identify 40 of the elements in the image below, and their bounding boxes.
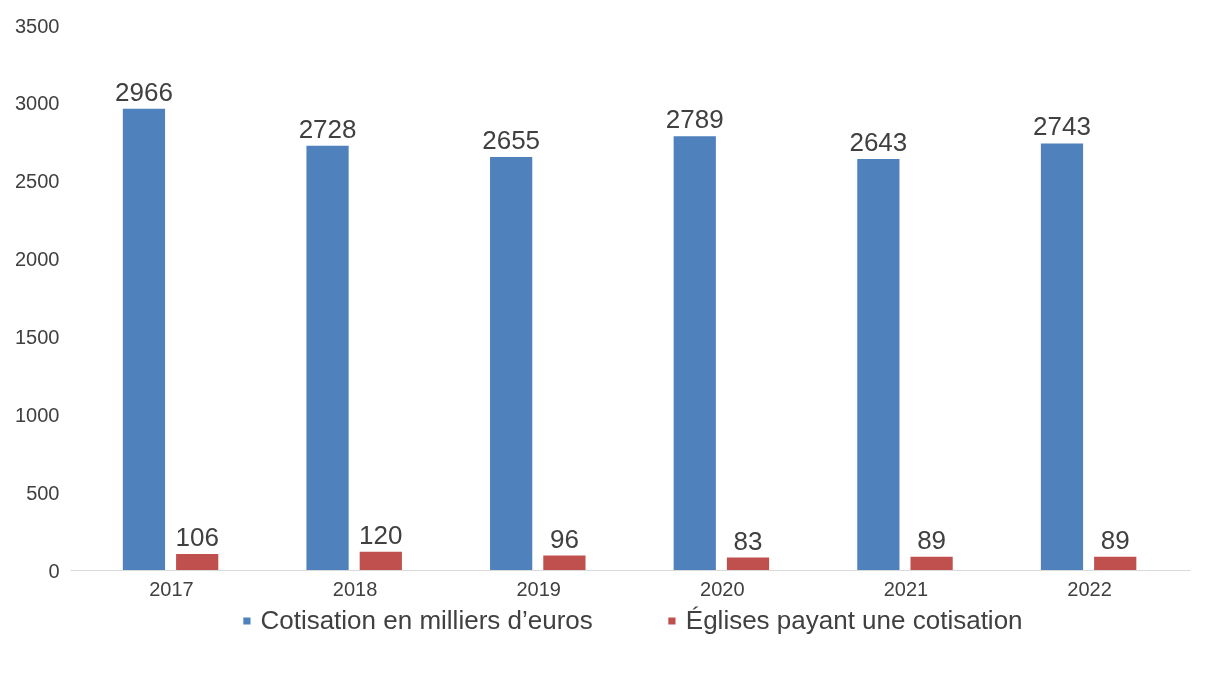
bar xyxy=(1094,556,1137,571)
legend-label: Églises payant une cotisation xyxy=(685,604,1023,636)
data-label: 89 xyxy=(917,524,947,555)
bar xyxy=(543,555,586,571)
bar xyxy=(359,551,402,571)
bar xyxy=(176,553,219,571)
bar xyxy=(306,145,349,571)
y-tick-label: 500 xyxy=(26,481,60,504)
data-label: 2643 xyxy=(849,126,908,157)
y-tick-label: 2500 xyxy=(15,170,60,193)
x-tick-label: 2022 xyxy=(1067,577,1112,600)
x-tick-label: 2018 xyxy=(332,577,378,600)
y-tick-label: 3500 xyxy=(15,14,60,37)
data-label: 120 xyxy=(359,519,403,550)
data-label: 83 xyxy=(733,525,763,556)
data-label: 2655 xyxy=(482,125,541,156)
data-label: 2728 xyxy=(298,113,357,144)
bar xyxy=(1040,143,1084,571)
bar xyxy=(490,157,533,571)
bar xyxy=(857,158,900,571)
legend-label: Cotisation en milliers d’euros xyxy=(260,604,593,636)
data-label: 2789 xyxy=(665,104,724,135)
x-tick-label: 2020 xyxy=(700,577,745,600)
x-tick-label: 2019 xyxy=(516,577,561,600)
bar xyxy=(726,557,770,571)
y-tick-label: 2000 xyxy=(15,248,60,271)
y-tick-label: 1000 xyxy=(15,403,60,426)
y-tick-label: 3000 xyxy=(15,92,60,115)
y-tick-label: 0 xyxy=(48,559,60,582)
data-label: 2743 xyxy=(1033,111,1091,142)
x-tick-label: 2021 xyxy=(883,577,929,600)
data-label: 89 xyxy=(1100,524,1130,555)
data-label: 96 xyxy=(549,523,579,554)
y-tick-label: 1500 xyxy=(15,325,60,348)
bar xyxy=(673,136,716,571)
data-label: 2966 xyxy=(115,76,173,107)
bar xyxy=(910,556,953,571)
data-label: 106 xyxy=(175,521,219,552)
x-tick-label: 2017 xyxy=(149,577,194,600)
bar xyxy=(122,108,166,571)
